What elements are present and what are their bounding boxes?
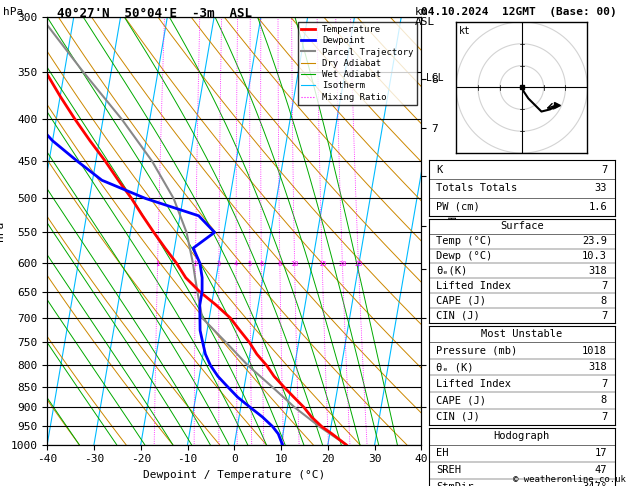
Text: Surface: Surface xyxy=(500,221,543,231)
Text: Lifted Index: Lifted Index xyxy=(437,379,511,389)
Text: ASL: ASL xyxy=(415,17,435,27)
Text: 7: 7 xyxy=(601,379,607,389)
Text: © weatheronline.co.uk: © weatheronline.co.uk xyxy=(513,474,626,484)
Text: 1018: 1018 xyxy=(582,346,607,356)
Text: θₑ(K): θₑ(K) xyxy=(437,266,467,276)
Text: kt: kt xyxy=(459,26,470,36)
Text: 7: 7 xyxy=(601,412,607,422)
Text: 23.9: 23.9 xyxy=(582,236,607,246)
Text: 33: 33 xyxy=(594,183,607,193)
X-axis label: Dewpoint / Temperature (°C): Dewpoint / Temperature (°C) xyxy=(143,470,325,480)
Text: 10.3: 10.3 xyxy=(582,251,607,261)
Text: LCL: LCL xyxy=(426,73,443,83)
Text: CAPE (J): CAPE (J) xyxy=(437,395,486,405)
Text: 7: 7 xyxy=(601,281,607,291)
Text: 40°27'N  50°04'E  -3m  ASL: 40°27'N 50°04'E -3m ASL xyxy=(57,7,252,20)
Text: 47: 47 xyxy=(594,465,607,475)
Text: 10: 10 xyxy=(291,261,299,267)
Text: 25: 25 xyxy=(354,261,363,267)
Text: 3: 3 xyxy=(217,261,221,267)
Text: CAPE (J): CAPE (J) xyxy=(437,296,486,306)
Text: 20: 20 xyxy=(338,261,347,267)
Text: Totals Totals: Totals Totals xyxy=(437,183,518,193)
Text: 8: 8 xyxy=(601,395,607,405)
Text: SREH: SREH xyxy=(437,465,462,475)
Text: Pressure (mb): Pressure (mb) xyxy=(437,346,518,356)
Text: 5: 5 xyxy=(248,261,252,267)
Text: 1: 1 xyxy=(155,261,160,267)
Text: CIN (J): CIN (J) xyxy=(437,311,480,321)
Text: 8: 8 xyxy=(601,296,607,306)
Text: Temp (°C): Temp (°C) xyxy=(437,236,493,246)
Text: CIN (J): CIN (J) xyxy=(437,412,480,422)
Text: 15: 15 xyxy=(318,261,326,267)
Text: 1.6: 1.6 xyxy=(588,202,607,212)
Text: 04.10.2024  12GMT  (Base: 00): 04.10.2024 12GMT (Base: 00) xyxy=(421,7,617,17)
Text: 7: 7 xyxy=(601,311,607,321)
Text: 347°: 347° xyxy=(582,482,607,486)
Text: θₑ (K): θₑ (K) xyxy=(437,362,474,372)
Text: Lifted Index: Lifted Index xyxy=(437,281,511,291)
Text: km: km xyxy=(415,7,428,17)
Text: PW (cm): PW (cm) xyxy=(437,202,480,212)
Text: hPa: hPa xyxy=(3,7,23,17)
Legend: Temperature, Dewpoint, Parcel Trajectory, Dry Adiabat, Wet Adiabat, Isotherm, Mi: Temperature, Dewpoint, Parcel Trajectory… xyxy=(298,21,417,105)
Text: 8: 8 xyxy=(277,261,282,267)
Text: 6: 6 xyxy=(259,261,264,267)
Text: EH: EH xyxy=(437,448,449,458)
Text: 17: 17 xyxy=(594,448,607,458)
Text: Most Unstable: Most Unstable xyxy=(481,329,562,339)
Text: 318: 318 xyxy=(588,266,607,276)
Text: Dewp (°C): Dewp (°C) xyxy=(437,251,493,261)
Text: 2: 2 xyxy=(193,261,198,267)
Text: 4: 4 xyxy=(234,261,238,267)
Text: StmDir: StmDir xyxy=(437,482,474,486)
Y-axis label: Mixing Ratio (g/kg): Mixing Ratio (g/kg) xyxy=(445,175,455,287)
Text: 318: 318 xyxy=(588,362,607,372)
Text: 7: 7 xyxy=(601,165,607,174)
Text: Hodograph: Hodograph xyxy=(494,431,550,441)
Y-axis label: hPa: hPa xyxy=(0,221,5,241)
Text: K: K xyxy=(437,165,443,174)
